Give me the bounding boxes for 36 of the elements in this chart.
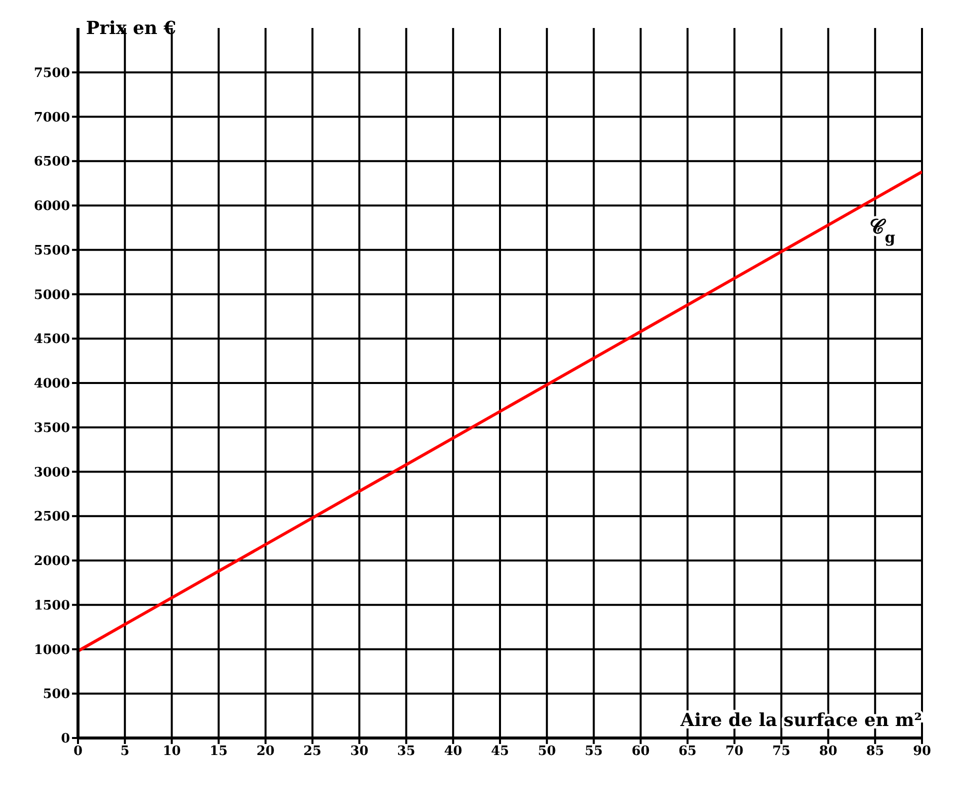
x-tick-label: 65 bbox=[678, 744, 697, 760]
y-tick-label: 6500 bbox=[34, 154, 70, 170]
x-tick-label: 70 bbox=[725, 744, 744, 760]
x-tick-label: 45 bbox=[490, 744, 510, 760]
y-tick-label: 5500 bbox=[34, 243, 70, 258]
x-tick-label: 50 bbox=[538, 744, 556, 760]
y-tick-label: 1000 bbox=[34, 642, 70, 658]
y-tick-label: 2000 bbox=[34, 554, 70, 570]
y-tick-label: 1500 bbox=[34, 598, 70, 614]
x-tick-label: 60 bbox=[632, 744, 650, 760]
x-tick-label: 5 bbox=[120, 744, 130, 760]
y-tick-label: 4500 bbox=[34, 332, 70, 348]
x-tick-label: 40 bbox=[444, 744, 462, 760]
y-tick-label: 7000 bbox=[34, 110, 70, 126]
y-tick-label: 5000 bbox=[34, 288, 70, 303]
x-tick-label: 35 bbox=[397, 744, 416, 760]
x-tick-label: 90 bbox=[912, 744, 932, 760]
x-tick-label: 80 bbox=[819, 744, 838, 760]
x-tick-label: 25 bbox=[303, 744, 322, 760]
y-tick-label: 4000 bbox=[34, 376, 70, 392]
x-tick-label: 30 bbox=[350, 744, 368, 760]
y-tick-label: 3500 bbox=[34, 420, 70, 436]
y-axis-title: Prix en € bbox=[86, 18, 176, 39]
y-tick-label: 6000 bbox=[34, 199, 70, 214]
x-tick-label: 10 bbox=[162, 744, 181, 760]
x-tick-label: 0 bbox=[73, 744, 83, 760]
x-tick-label: 20 bbox=[256, 744, 275, 760]
y-tick-label: 2500 bbox=[34, 510, 70, 525]
x-tick-label: 55 bbox=[584, 744, 603, 760]
x-tick-label: 75 bbox=[772, 744, 790, 760]
y-tick-label: 3000 bbox=[34, 465, 70, 480]
y-tick-label: 7500 bbox=[34, 66, 70, 81]
y-tick-label: 500 bbox=[42, 687, 70, 702]
y-tick-label: 0 bbox=[60, 732, 70, 747]
x-tick-label: 15 bbox=[210, 744, 228, 760]
x-tick-label: 85 bbox=[866, 744, 884, 760]
